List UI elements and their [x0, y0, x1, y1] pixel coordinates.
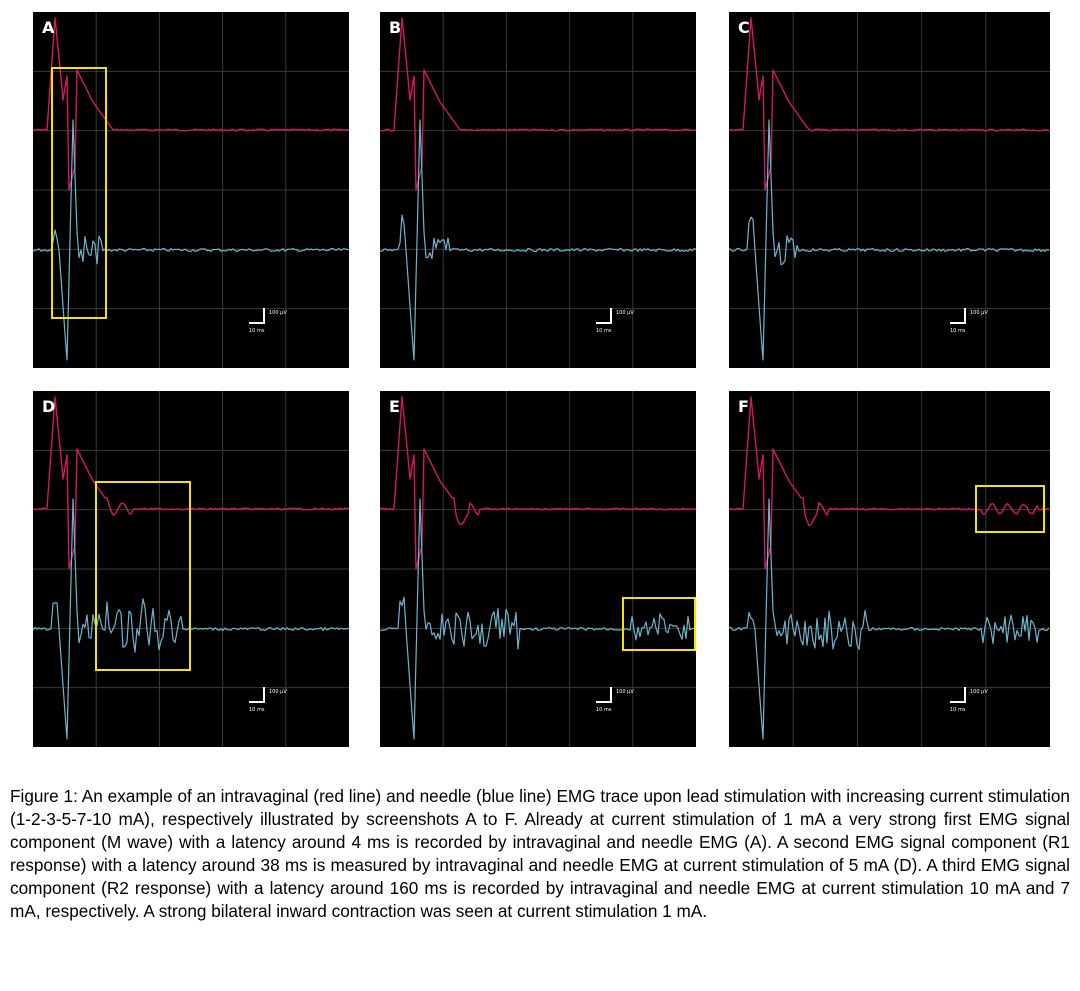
scale-time-label: 10 ms — [950, 328, 966, 334]
scale-voltage-label: 100 µV — [970, 689, 988, 695]
panel-letter: F — [738, 397, 749, 416]
intravaginal-trace — [380, 396, 696, 570]
scale-bar: 100 µV 10 ms — [596, 687, 656, 727]
scale-voltage-label: 100 µV — [269, 689, 287, 695]
panel-b: B 100 µV 10 ms — [380, 12, 696, 368]
emg-trace-plot — [729, 391, 1050, 747]
emg-trace-plot — [33, 12, 349, 368]
needle-trace — [729, 498, 1050, 740]
scale-time-label: 10 ms — [950, 707, 966, 713]
scale-voltage-label: 100 µV — [616, 689, 634, 695]
scale-time-label: 10 ms — [249, 328, 265, 334]
scale-voltage-label: 100 µV — [970, 310, 988, 316]
panel-letter: B — [389, 18, 402, 37]
needle-trace — [33, 498, 349, 740]
panel-letter: A — [42, 18, 55, 37]
needle-trace — [729, 119, 1050, 361]
intravaginal-trace — [33, 396, 349, 570]
panel-f: F 100 µV 10 ms — [729, 391, 1050, 747]
needle-trace — [33, 119, 349, 361]
scale-bar: 100 µV 10 ms — [596, 308, 656, 348]
intravaginal-trace — [729, 396, 1050, 570]
panel-c: C 100 µV 10 ms — [729, 12, 1050, 368]
scale-time-label: 10 ms — [249, 707, 265, 713]
emg-trace-plot — [729, 12, 1050, 368]
needle-trace — [380, 119, 696, 361]
highlight-box — [622, 597, 696, 651]
needle-trace — [380, 498, 696, 740]
intravaginal-trace — [33, 17, 349, 191]
panel-letter: C — [738, 18, 750, 37]
scale-time-label: 10 ms — [596, 328, 612, 334]
scale-voltage-label: 100 µV — [616, 310, 634, 316]
scale-bar: 100 µV 10 ms — [249, 308, 309, 348]
emg-trace-plot — [380, 12, 696, 368]
intravaginal-trace — [380, 17, 696, 191]
figure-caption: Figure 1: An example of an intravaginal … — [10, 786, 1070, 921]
panel-letter: D — [42, 397, 56, 416]
scale-bar: 100 µV 10 ms — [950, 687, 1010, 727]
highlight-box — [975, 485, 1045, 533]
scale-voltage-label: 100 µV — [269, 310, 287, 316]
scale-time-label: 10 ms — [596, 707, 612, 713]
panel-a: A 100 µV 10 ms — [33, 12, 349, 368]
highlight-box — [95, 481, 191, 671]
panel-letter: E — [389, 397, 400, 416]
highlight-box — [51, 67, 107, 319]
panel-d: D 100 µV 10 ms — [33, 391, 349, 747]
intravaginal-trace — [729, 17, 1050, 191]
emg-trace-plot — [380, 391, 696, 747]
scale-bar: 100 µV 10 ms — [249, 687, 309, 727]
panel-e: E 100 µV 10 ms — [380, 391, 696, 747]
scale-bar: 100 µV 10 ms — [950, 308, 1010, 348]
